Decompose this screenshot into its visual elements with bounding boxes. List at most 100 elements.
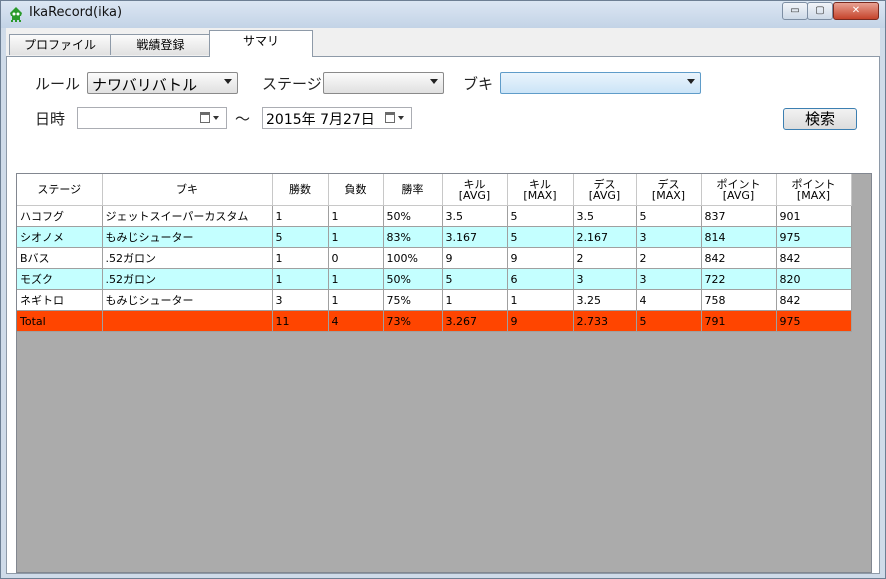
window-title: IkaRecord(ika) [29,5,123,20]
date-to-picker[interactable]: 2015年 7月27日 [262,107,412,129]
table-cell[interactable]: 1 [327,289,384,311]
table-cell[interactable]: 1 [327,205,384,227]
table-row[interactable]: シオノメ もみじシューター 5 1 83% 3.167 5 2.167 3 814 975 [17,226,852,248]
table-cell[interactable]: 5 [635,205,702,227]
table-cell[interactable]: 975 [775,226,852,248]
table-cell[interactable]: 1 [271,247,329,269]
total-cell[interactable]: 4 [327,310,384,332]
table-cell[interactable]: 75% [382,289,443,311]
table-row[interactable]: ネギトロ もみじシューター 3 1 75% 1 1 3.25 4 758 842 [17,289,852,311]
table-cell[interactable]: シオノメ [17,226,103,248]
calendar-icon[interactable] [200,112,210,123]
total-cell[interactable]: 11 [271,310,329,332]
table-cell[interactable]: 5 [506,226,574,248]
table-cell[interactable]: 3.5 [572,205,637,227]
table-cell[interactable]: 9 [441,247,508,269]
total-cell[interactable] [101,310,273,332]
table-cell[interactable]: 1 [271,268,329,290]
table-cell[interactable]: 1 [271,205,329,227]
total-cell[interactable]: 9 [506,310,574,332]
summary-grid[interactable]: ステージ ブキ 勝数 負数 勝率 キル [AVG] キル [MAX] デス [AVG] デス [MAX]… [16,173,872,573]
table-cell[interactable]: ネギトロ [17,289,103,311]
column-header[interactable]: ポイント [MAX] [775,174,852,206]
table-cell[interactable]: 814 [700,226,777,248]
table-cell[interactable]: モズク [17,268,103,290]
table-cell[interactable]: 722 [700,268,777,290]
total-cell[interactable]: 975 [775,310,852,332]
total-cell[interactable]: Total [17,310,103,332]
column-header[interactable]: ステージ [17,174,103,206]
table-row[interactable]: ハコフグ ジェットスイーパーカスタム 1 1 50% 3.5 5 3.5 5 837 901 [17,205,852,227]
table-cell[interactable]: 0 [327,247,384,269]
table-cell[interactable]: 3.5 [441,205,508,227]
table-cell[interactable]: 2 [635,247,702,269]
table-cell[interactable]: 2 [572,247,637,269]
table-row[interactable]: モズク .52ガロン 1 1 50% 5 6 3 3 722 820 [17,268,852,290]
tab-summary[interactable]: サマリ [209,30,313,57]
total-cell[interactable]: 73% [382,310,443,332]
column-header[interactable]: デス [AVG] [572,174,637,206]
total-row[interactable]: Total 11 4 73% 3.267 9 2.733 5 791 975 [17,310,852,332]
table-cell[interactable]: 3 [635,268,702,290]
column-header[interactable]: ポイント [AVG] [700,174,777,206]
tab-record-entry[interactable]: 戦績登録 [110,34,211,55]
calendar-icon[interactable] [385,112,395,123]
table-cell[interactable]: .52ガロン [101,247,273,269]
close-button[interactable]: ✕ [833,2,879,20]
total-cell[interactable]: 791 [700,310,777,332]
table-cell[interactable]: 5 [441,268,508,290]
table-cell[interactable]: 1 [506,289,574,311]
table-cell[interactable]: 5 [506,205,574,227]
table-cell[interactable]: 842 [700,247,777,269]
column-header[interactable]: 負数 [327,174,384,206]
table-cell[interactable]: 5 [271,226,329,248]
minimize-button[interactable]: ▭ [782,2,808,20]
table-cell[interactable]: ジェットスイーパーカスタム [101,205,273,227]
table-cell[interactable]: .52ガロン [101,268,273,290]
table-cell[interactable]: 842 [775,247,852,269]
table-cell[interactable]: 83% [382,226,443,248]
table-cell[interactable]: 3 [635,226,702,248]
table-cell[interactable]: 837 [700,205,777,227]
total-cell[interactable]: 3.267 [441,310,508,332]
column-header[interactable]: ブキ [101,174,273,206]
table-cell[interactable]: 842 [775,289,852,311]
table-cell[interactable]: 901 [775,205,852,227]
table-cell[interactable]: 758 [700,289,777,311]
table-cell[interactable]: 2.167 [572,226,637,248]
table-cell[interactable]: もみじシューター [101,289,273,311]
column-header[interactable]: デス [MAX] [635,174,702,206]
table-cell[interactable]: 3 [271,289,329,311]
table-cell[interactable]: 820 [775,268,852,290]
table-cell[interactable]: 1 [327,268,384,290]
table-cell[interactable]: Bバス [17,247,103,269]
weapon-select[interactable] [500,72,701,94]
table-cell[interactable]: 50% [382,268,443,290]
table-cell[interactable]: 3 [572,268,637,290]
column-header[interactable]: 勝数 [271,174,329,206]
table-cell[interactable]: 6 [506,268,574,290]
column-header[interactable]: キル [MAX] [506,174,574,206]
table-cell[interactable]: 100% [382,247,443,269]
tab-profile[interactable]: プロファイル [9,34,111,55]
total-cell[interactable]: 5 [635,310,702,332]
table-cell[interactable]: 9 [506,247,574,269]
maximize-button[interactable]: ▢ [807,2,833,20]
table-cell[interactable]: 4 [635,289,702,311]
column-header[interactable]: キル [AVG] [441,174,508,206]
table-row[interactable]: Bバス .52ガロン 1 0 100% 9 9 2 2 842 842 [17,247,852,269]
table-cell[interactable]: もみじシューター [101,226,273,248]
table-cell[interactable]: 50% [382,205,443,227]
column-header[interactable]: 勝率 [382,174,443,206]
rule-select[interactable]: ナワバリバトル [87,72,238,94]
stage-select[interactable] [323,72,444,94]
table-cell[interactable]: 3.25 [572,289,637,311]
table-cell[interactable]: 3.167 [441,226,508,248]
table-cell[interactable]: 1 [327,226,384,248]
table-cell[interactable]: 1 [441,289,508,311]
total-cell[interactable]: 2.733 [572,310,637,332]
date-from-picker[interactable] [77,107,227,129]
title-bar[interactable]: IkaRecord(ika) ▭ ▢ ✕ [1,1,885,28]
table-cell[interactable]: ハコフグ [17,205,103,227]
search-button[interactable]: 検索 [783,108,857,130]
